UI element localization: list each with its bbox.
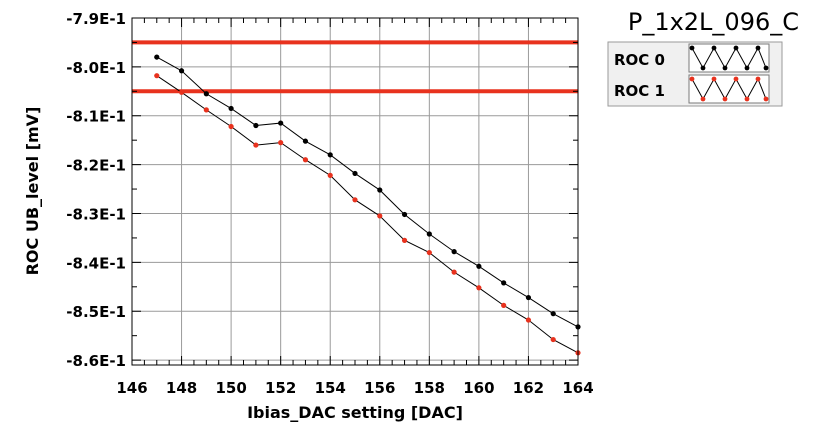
y-tick-label: -8.6E-1 [66, 352, 126, 370]
legend-swatch-marker [733, 76, 739, 82]
y-axis-ticks: -7.9E-1 -8.0E-1 -8.1E-1 -8.2E-1 -8.3E-1 -8.4E… [66, 10, 578, 370]
x-tick-label: 164 [562, 379, 593, 397]
data-point [154, 73, 160, 79]
y-tick-label: -8.1E-1 [66, 108, 126, 126]
data-point [476, 285, 482, 291]
legend-swatch-marker [763, 96, 769, 102]
legend-swatch-line [691, 77, 767, 101]
legend-swatch-marker [722, 96, 728, 102]
x-tick-label: 152 [265, 379, 296, 397]
legend-swatch-marker [733, 45, 739, 51]
data-point [401, 237, 408, 243]
x-tick-label: 162 [513, 379, 544, 397]
legend-swatch-marker [744, 96, 750, 102]
legend-swatch-marker [700, 96, 706, 102]
series-0 [154, 54, 581, 330]
y-tick-label: -7.9E-1 [66, 10, 126, 28]
series-line [156, 75, 579, 354]
legend-swatch-marker [711, 76, 717, 82]
legend-swatch-marker [722, 65, 728, 71]
data-point [352, 197, 358, 203]
y-tick-label: -8.4E-1 [66, 254, 126, 272]
series-line [156, 56, 579, 328]
y-axis-title: ROC UB_level [mV] [23, 107, 42, 276]
data-point [327, 172, 333, 178]
legend-swatch-marker [744, 65, 750, 71]
data-point [327, 152, 333, 158]
data-point [525, 294, 532, 301]
data-point [302, 157, 309, 163]
data-point [377, 187, 383, 193]
data-point [253, 122, 259, 129]
legend-swatch-marker [755, 45, 761, 51]
data-point [154, 54, 160, 60]
x-tick-label: 160 [463, 379, 494, 397]
data-point [278, 140, 284, 146]
data-point [401, 211, 408, 218]
data-point [550, 311, 556, 317]
y-tick-label: -8.0E-1 [66, 59, 126, 77]
data-point [377, 213, 383, 219]
data-point [451, 249, 457, 255]
legend-swatch-marker [763, 65, 769, 71]
data-point [501, 302, 507, 308]
chart-title: P_1x2L_096_C [628, 8, 799, 36]
x-tick-label: 156 [364, 379, 395, 397]
data-point [203, 91, 209, 97]
legend-swatch-marker [689, 45, 695, 51]
data-point [178, 89, 185, 95]
legend-swatch-marker [711, 45, 717, 51]
data-point [278, 120, 284, 126]
legend-label: ROC 0 [614, 51, 665, 69]
y-tick-label: -8.5E-1 [66, 303, 126, 321]
x-tick-label: 158 [414, 379, 445, 397]
data-point [501, 280, 507, 286]
data-point [302, 138, 309, 144]
data-point [352, 170, 358, 177]
y-tick-label: -8.3E-1 [66, 205, 126, 223]
data-point [203, 107, 209, 113]
legend-label: ROC 1 [614, 82, 665, 100]
data-point [228, 123, 234, 130]
legend-swatch-marker [689, 76, 695, 82]
x-axis-ticks: 146 148 150 152 154 156 158 160 162 164 [116, 18, 594, 397]
data-point [178, 68, 185, 74]
data-point [253, 142, 259, 148]
data-series [154, 54, 581, 356]
legend: ROC 0 ROC 1 [607, 41, 783, 107]
legend-swatch-marker [700, 65, 706, 71]
x-tick-label: 154 [315, 379, 346, 397]
x-tick-label: 146 [116, 379, 147, 397]
series-1 [154, 73, 581, 356]
data-point [426, 249, 432, 256]
x-tick-label: 148 [166, 379, 197, 397]
data-point [426, 231, 432, 237]
data-point [476, 263, 482, 269]
data-point [451, 269, 457, 275]
plot-area [131, 17, 579, 366]
x-tick-label: 150 [215, 379, 246, 397]
x-axis-title: Ibias_DAC setting [DAC] [247, 403, 463, 422]
data-point [228, 105, 234, 112]
data-point [550, 336, 556, 343]
legend-swatch-line [691, 46, 767, 70]
y-tick-label: -8.2E-1 [66, 157, 126, 175]
legend-swatch-marker [755, 76, 761, 82]
data-point [525, 317, 532, 323]
